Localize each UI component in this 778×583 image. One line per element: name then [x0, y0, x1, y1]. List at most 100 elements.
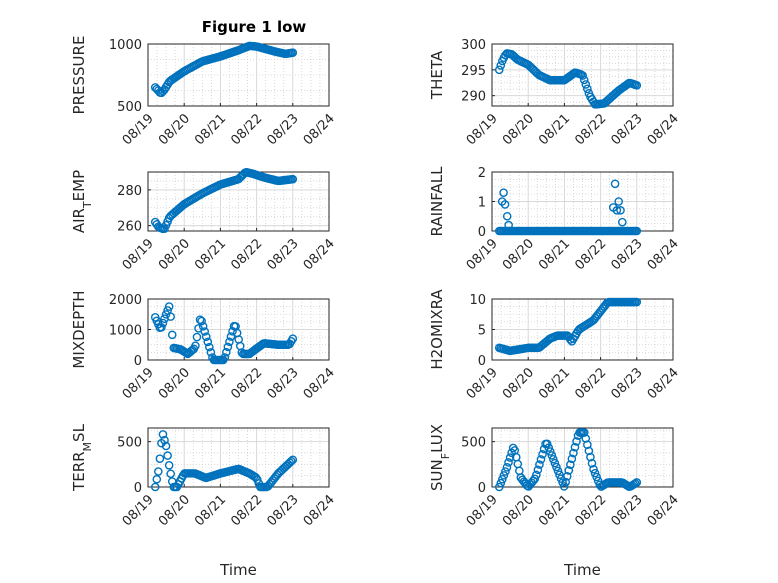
y-tick-label: 1000 — [109, 38, 142, 53]
x-tick-label: 08/20 — [500, 236, 537, 273]
y-tick-label: 0 — [478, 481, 486, 496]
data-point — [158, 430, 168, 439]
data-point — [550, 458, 560, 468]
x-tick-label: 08/20 — [156, 365, 193, 402]
x-tick-label: 08/19 — [120, 365, 157, 402]
data-point — [632, 478, 642, 487]
axes-border — [147, 427, 330, 488]
data-point — [564, 466, 574, 475]
subplot-sun-flux: 08/19 08/20 08/21 08/22 08/23 08/24 0 500 SUNFLU… — [428, 424, 682, 579]
data-point — [614, 197, 624, 206]
data-point — [166, 312, 175, 321]
data-point — [157, 323, 166, 332]
data-point — [558, 478, 567, 487]
data-point — [590, 468, 600, 478]
x-tick-label: 08/24 — [301, 492, 338, 529]
x-tick-label: 08/23 — [609, 492, 646, 529]
x-tick-label: 08/23 — [265, 492, 302, 529]
x-tick-label: 08/23 — [609, 236, 646, 273]
data-point — [502, 463, 512, 472]
x-tick-label: 08/22 — [228, 365, 265, 402]
data-point — [288, 455, 298, 465]
data-point — [542, 439, 552, 449]
axes-border — [147, 298, 330, 361]
data-point — [161, 441, 171, 451]
data-point — [496, 61, 506, 70]
x-tick-label: 08/23 — [609, 111, 646, 148]
x-tick-label: 08/23 — [265, 236, 302, 273]
y-tick-label: 0 — [478, 225, 486, 240]
data-point — [570, 442, 580, 452]
data-point — [288, 334, 298, 343]
data-point — [203, 337, 213, 347]
x-tick-label: 08/22 — [228, 236, 265, 273]
data-point — [579, 428, 589, 437]
x-tick-label: 08/19 — [464, 365, 501, 402]
data-point — [566, 460, 575, 469]
y-tick-label: 280 — [117, 184, 142, 199]
data-point — [632, 81, 642, 90]
data-point — [616, 206, 625, 215]
data-point — [547, 451, 557, 460]
data-point — [160, 435, 169, 445]
data-point — [163, 451, 172, 460]
y-tick-label: 5 — [478, 324, 486, 339]
y-axis-label: TERRMSL — [70, 423, 94, 492]
data-point — [220, 353, 230, 362]
y-tick-label: 500 — [461, 436, 486, 451]
y-tick-label: 2000 — [109, 293, 142, 308]
data-point — [589, 464, 598, 474]
subplot-air-temp: 08/19 08/20 08/21 08/22 08/23 08/24 260 280 AIRT… — [70, 167, 338, 273]
x-tick-label: 08/24 — [645, 365, 682, 402]
data-point — [288, 174, 298, 184]
data-point — [504, 458, 513, 467]
y-tick-label: 2 — [478, 166, 486, 181]
data-point — [286, 456, 296, 466]
data-point — [632, 297, 642, 307]
data-point — [498, 474, 507, 484]
x-tick-label: 08/24 — [645, 236, 682, 273]
data-point — [225, 337, 234, 347]
data-point — [499, 188, 508, 197]
data-point — [581, 434, 591, 443]
x-tick-label: 08/22 — [228, 492, 265, 529]
x-tick-label: 08/22 — [572, 492, 609, 529]
data-point — [158, 318, 168, 328]
data-point — [494, 65, 504, 75]
data-point — [494, 482, 504, 492]
data-point — [532, 470, 541, 480]
data-point — [584, 446, 594, 456]
x-tick-label: 08/20 — [500, 492, 537, 529]
data-point — [223, 342, 233, 352]
y-tick-label: 10 — [469, 293, 486, 308]
data-point — [164, 460, 174, 470]
y-tick-label: 0 — [134, 354, 142, 369]
data-point — [572, 437, 581, 446]
data-point — [578, 71, 588, 80]
data-point — [198, 321, 208, 331]
y-tick-label: 0 — [478, 354, 486, 369]
x-tick-label: 08/22 — [572, 236, 609, 273]
data-point — [569, 448, 578, 458]
x-tick-label: 08/19 — [464, 492, 501, 529]
x-axis-label: Time — [563, 561, 601, 579]
data-point — [201, 332, 211, 341]
x-tick-label: 08/20 — [156, 111, 193, 148]
data-point — [496, 478, 506, 488]
data-point — [222, 347, 231, 357]
y-tick-label: 300 — [461, 38, 486, 53]
x-tick-label: 08/24 — [645, 111, 682, 148]
y-tick-label: 1 — [478, 196, 486, 211]
x-tick-label: 08/21 — [192, 111, 229, 148]
x-tick-label: 08/20 — [500, 111, 537, 148]
subplot-mixdepth: 08/19 08/20 08/21 08/22 08/23 08/24 0 1000 2000 M… — [70, 290, 338, 402]
x-tick-label: 08/20 — [500, 365, 537, 402]
data-point — [205, 342, 214, 352]
x-tick-label: 08/24 — [301, 365, 338, 402]
data-point — [567, 454, 577, 464]
x-tick-label: 08/19 — [464, 236, 501, 273]
data-point — [544, 443, 553, 452]
data-point — [581, 80, 591, 89]
y-tick-label: 500 — [117, 436, 142, 451]
subplots: 08/19 08/20 08/21 08/22 08/23 08/245001000PRE… — [70, 36, 682, 579]
